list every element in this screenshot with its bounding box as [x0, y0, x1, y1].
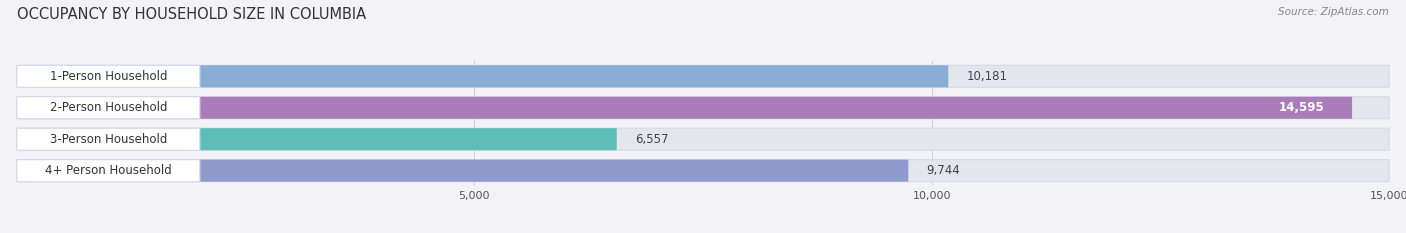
FancyBboxPatch shape: [17, 65, 948, 87]
Text: 4+ Person Household: 4+ Person Household: [45, 164, 172, 177]
FancyBboxPatch shape: [17, 65, 200, 87]
Text: Source: ZipAtlas.com: Source: ZipAtlas.com: [1278, 7, 1389, 17]
FancyBboxPatch shape: [17, 65, 1389, 87]
FancyBboxPatch shape: [17, 97, 1389, 119]
Text: 2-Person Household: 2-Person Household: [49, 101, 167, 114]
FancyBboxPatch shape: [17, 128, 200, 150]
FancyBboxPatch shape: [17, 160, 908, 182]
Text: 6,557: 6,557: [636, 133, 668, 146]
FancyBboxPatch shape: [17, 128, 617, 150]
FancyBboxPatch shape: [17, 97, 1353, 119]
FancyBboxPatch shape: [17, 97, 200, 119]
Text: 14,595: 14,595: [1279, 101, 1324, 114]
Text: 9,744: 9,744: [927, 164, 960, 177]
Text: 10,181: 10,181: [966, 70, 1008, 83]
FancyBboxPatch shape: [17, 128, 1389, 150]
Text: 3-Person Household: 3-Person Household: [49, 133, 167, 146]
FancyBboxPatch shape: [17, 160, 200, 182]
Text: OCCUPANCY BY HOUSEHOLD SIZE IN COLUMBIA: OCCUPANCY BY HOUSEHOLD SIZE IN COLUMBIA: [17, 7, 366, 22]
FancyBboxPatch shape: [17, 160, 1389, 182]
Text: 1-Person Household: 1-Person Household: [49, 70, 167, 83]
